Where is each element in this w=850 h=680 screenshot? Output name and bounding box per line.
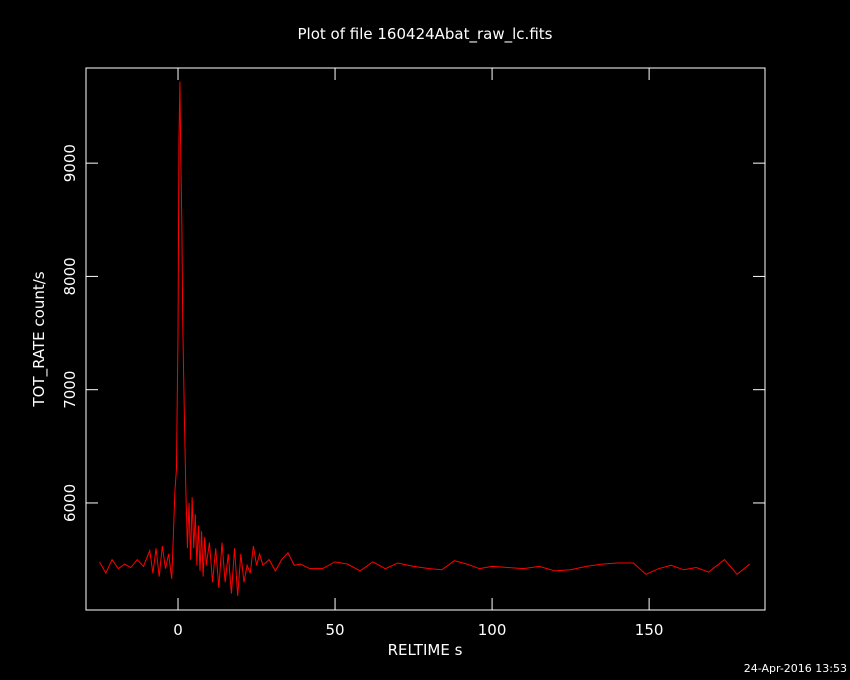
x-tick-label: 0 — [173, 621, 183, 639]
y-axis-label: TOT_RATE count/s — [30, 271, 49, 407]
x-axis-label: RELTIME s — [388, 641, 463, 659]
y-tick-label: 6000 — [61, 484, 79, 522]
x-tick-label: 100 — [478, 621, 507, 639]
data-line — [99, 81, 750, 596]
x-tick-label: 150 — [635, 621, 664, 639]
plot-frame — [85, 67, 766, 611]
y-tick-label: 7000 — [61, 371, 79, 409]
timestamp: 24-Apr-2016 13:53 — [744, 662, 847, 675]
x-tick-label: 50 — [326, 621, 345, 639]
y-tick-label: 8000 — [61, 257, 79, 295]
y-tick-label: 9000 — [61, 144, 79, 182]
chart-title: Plot of file 160424Abat_raw_lc.fits — [298, 25, 553, 44]
